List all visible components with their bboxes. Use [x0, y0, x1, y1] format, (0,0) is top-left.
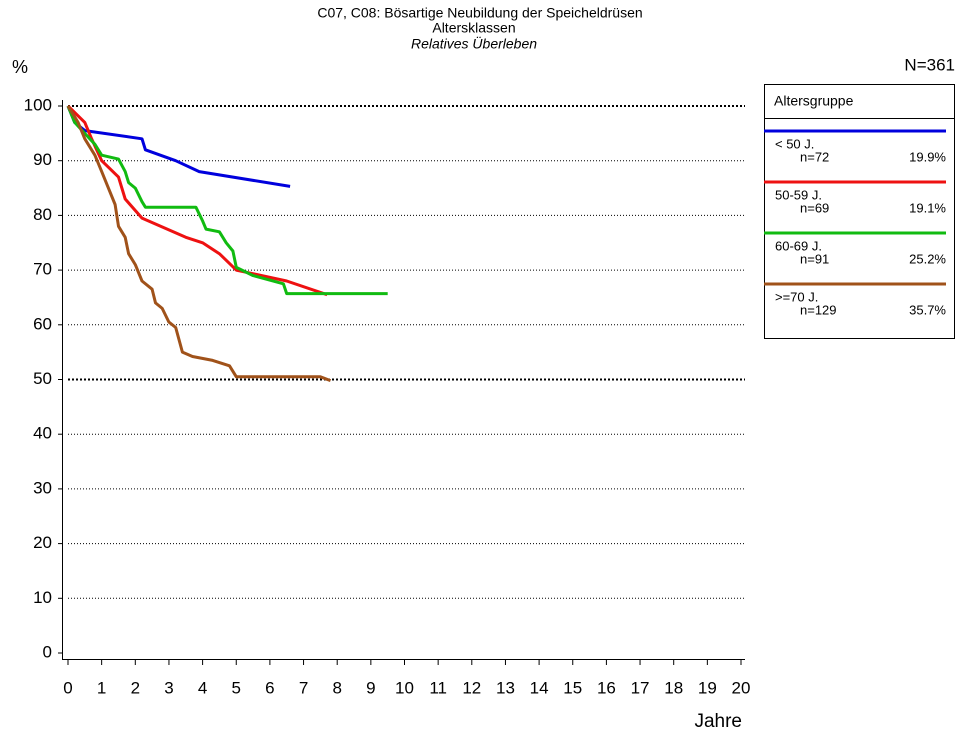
- legend-share: 19.1%: [909, 200, 946, 215]
- legend-name: 60-69 J.: [775, 238, 822, 253]
- legend-count: n=129: [800, 302, 837, 317]
- x-tick-label: 12: [462, 678, 481, 697]
- x-tick-label: 18: [664, 678, 683, 697]
- x-tick-label: 19: [698, 678, 717, 697]
- y-tick-label: 80: [33, 205, 52, 224]
- legend-count: n=69: [800, 200, 829, 215]
- x-tick-label: 16: [597, 678, 616, 697]
- x-tick-label: 0: [63, 678, 72, 697]
- y-tick-label: 0: [43, 642, 52, 661]
- x-tick-label: 11: [429, 678, 447, 697]
- legend-name: >=70 J.: [775, 289, 818, 304]
- chart-subtitle: Altersklassen: [432, 20, 515, 36]
- chart-subtitle: Relatives Überleben: [411, 35, 537, 52]
- x-tick-label: 14: [530, 678, 549, 697]
- y-tick-label: 60: [33, 314, 52, 333]
- x-tick-label: 17: [631, 678, 650, 697]
- x-tick-label: 20: [732, 678, 751, 697]
- legend-count: n=72: [800, 149, 829, 164]
- legend-share: 35.7%: [909, 302, 946, 317]
- y-tick-label: 20: [33, 533, 52, 552]
- x-tick-label: 9: [366, 678, 375, 697]
- x-tick-label: 6: [265, 678, 274, 697]
- y-tick-label: 70: [33, 260, 52, 279]
- x-axis-label: Jahre: [694, 711, 742, 732]
- survival-line: [66, 105, 332, 383]
- x-tick-label: 1: [97, 678, 106, 697]
- y-tick-label: 50: [33, 369, 52, 388]
- legend-name: < 50 J.: [775, 136, 814, 151]
- total-label: N=361: [904, 55, 955, 74]
- x-tick-label: 4: [198, 678, 207, 697]
- legend-count: n=91: [800, 251, 829, 266]
- survival-line: [66, 105, 388, 296]
- x-tick-label: 15: [563, 678, 582, 697]
- legend-share: 19.9%: [909, 149, 946, 164]
- y-tick-label: 100: [24, 95, 52, 114]
- x-tick-label: 10: [395, 678, 414, 697]
- x-tick-label: 5: [232, 678, 241, 697]
- legend-share: 25.2%: [909, 251, 946, 266]
- y-tick-label: 10: [33, 588, 52, 607]
- y-tick-label: 40: [33, 424, 52, 443]
- x-tick-label: 7: [299, 678, 308, 697]
- legend-title: Altersgruppe: [774, 93, 854, 109]
- y-tick-label: 90: [33, 150, 52, 169]
- legend-box: [764, 84, 955, 339]
- x-tick-label: 8: [332, 678, 341, 697]
- y-axis-label: %: [12, 57, 28, 77]
- chart-title: C07, C08: Bösartige Neubildung der Speic…: [317, 5, 642, 21]
- x-tick-label: 13: [496, 678, 515, 697]
- x-tick-label: 3: [164, 678, 173, 697]
- legend-name: 50-59 J.: [775, 187, 822, 202]
- x-tick-label: 2: [131, 678, 140, 697]
- y-tick-label: 30: [33, 478, 52, 497]
